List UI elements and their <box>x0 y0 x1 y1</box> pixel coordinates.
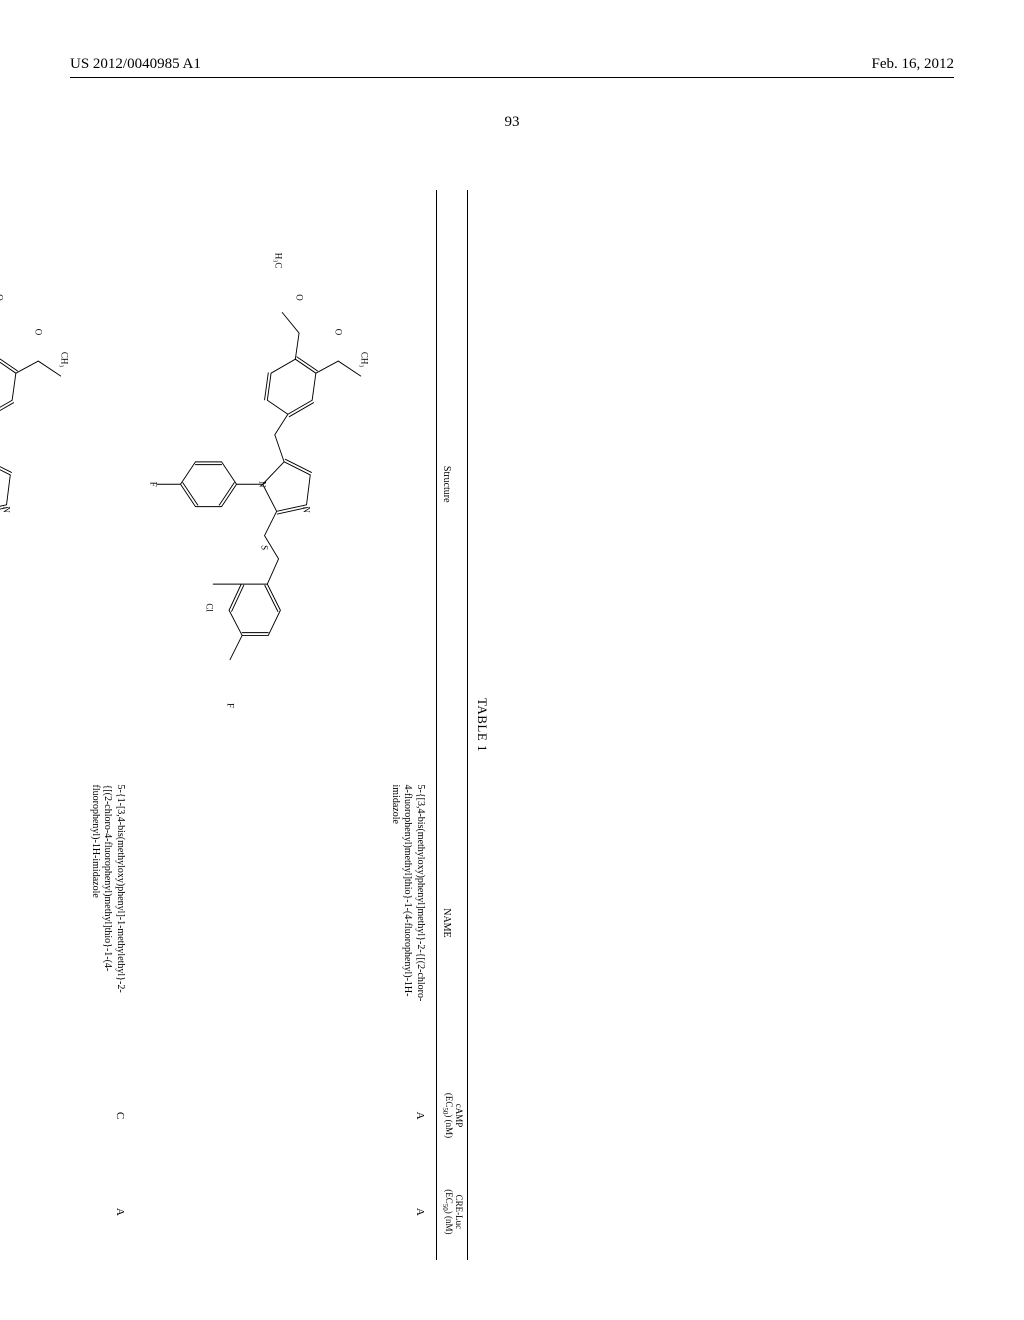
table-head: Structure NAME cAMP (EC50) (nM) CRE-Luc … <box>436 190 467 1260</box>
col-name-header: NAME <box>436 779 467 1068</box>
atom-label: O <box>33 329 42 336</box>
table-row: NNSClFFOOCH₃H₃CCH₃H₃C 5-{1-[3,4-bis(meth… <box>0 190 136 1260</box>
atom-label: N <box>258 481 267 488</box>
compound-name: 5-{[3,4-bis(methyloxy)phenyl]methyl}-2-{… <box>388 785 426 1005</box>
name-cell: 5-{1-[3,4-bis(methyloxy)phenyl]-1-methyl… <box>0 779 136 1068</box>
col-camp-header: cAMP (EC50) (nM) <box>436 1067 467 1163</box>
camp-header-line2: (EC50) (nM) <box>441 1073 453 1157</box>
atom-label: N <box>2 506 11 513</box>
atom-label: CH₃ <box>60 352 69 368</box>
atom-label: Cl <box>205 603 214 612</box>
table-row: N N S Cl F F O O CH₃ H₃C 5-{[3,4-bis(methyloxy)ph… <box>136 190 437 1260</box>
atom-label: N <box>302 506 311 513</box>
cre-header-line1: CRE-Luc <box>453 1170 463 1254</box>
atom-label: H₃C <box>274 253 283 269</box>
atom-label: F <box>149 482 158 487</box>
compound-table: Structure NAME cAMP (EC50) (nM) CRE-Luc … <box>0 190 468 1260</box>
publication-date: Feb. 16, 2012 <box>872 56 955 73</box>
header-row: US 2012/0040985 A1 Feb. 16, 2012 <box>70 56 954 73</box>
compound-name: 5-{1-[3,4-bis(methyloxy)phenyl]-1-methyl… <box>88 785 126 1005</box>
molecule-svg <box>0 196 126 773</box>
cre-cell: A <box>0 1164 136 1260</box>
atom-label: S <box>260 545 269 550</box>
atom-label: O <box>0 294 3 301</box>
col-cre-header: CRE-Luc (EC50) (nM) <box>436 1164 467 1260</box>
col-structure-header: Structure <box>436 190 467 779</box>
page-header: US 2012/0040985 A1 Feb. 16, 2012 <box>0 56 1024 78</box>
structure-cell: N N S Cl F F O O CH₃ H₃C <box>136 190 437 779</box>
publication-number: US 2012/0040985 A1 <box>70 56 201 73</box>
table-body: N N S Cl F F O O CH₃ H₃C 5-{[3,4-bis(methyloxy)ph… <box>0 190 436 1260</box>
page-number: 93 <box>0 114 1024 131</box>
atom-label: CH₃ <box>360 352 369 368</box>
table-header-row: Structure NAME cAMP (EC50) (nM) CRE-Luc … <box>436 190 467 1260</box>
molecule: NNSClFFOOCH₃H₃CCH₃H₃C <box>0 196 126 773</box>
table-title: TABLE 1 <box>474 190 490 1260</box>
atom-label: O <box>333 329 342 336</box>
name-cell: 5-{[3,4-bis(methyloxy)phenyl]methyl}-2-{… <box>136 779 437 1068</box>
molecule-svg <box>146 196 426 773</box>
rotated-table-block: TABLE 1 Structure NAME cAMP (EC50) (nM) … <box>0 190 490 1260</box>
atom-label: O <box>294 294 303 301</box>
camp-cell: A <box>136 1067 437 1163</box>
molecule: N N S Cl F F O O CH₃ H₃C <box>146 196 426 773</box>
cre-cell: A <box>136 1164 437 1260</box>
structure-cell: NNSClFFOOCH₃H₃CCH₃H₃C <box>0 190 136 779</box>
camp-header-line1: cAMP <box>453 1073 463 1157</box>
page: US 2012/0040985 A1 Feb. 16, 2012 93 TABL… <box>0 0 1024 1320</box>
atom-label: F <box>225 703 234 708</box>
header-rule <box>70 77 954 78</box>
camp-cell: C <box>0 1067 136 1163</box>
cre-header-line2: (EC50) (nM) <box>441 1170 453 1254</box>
